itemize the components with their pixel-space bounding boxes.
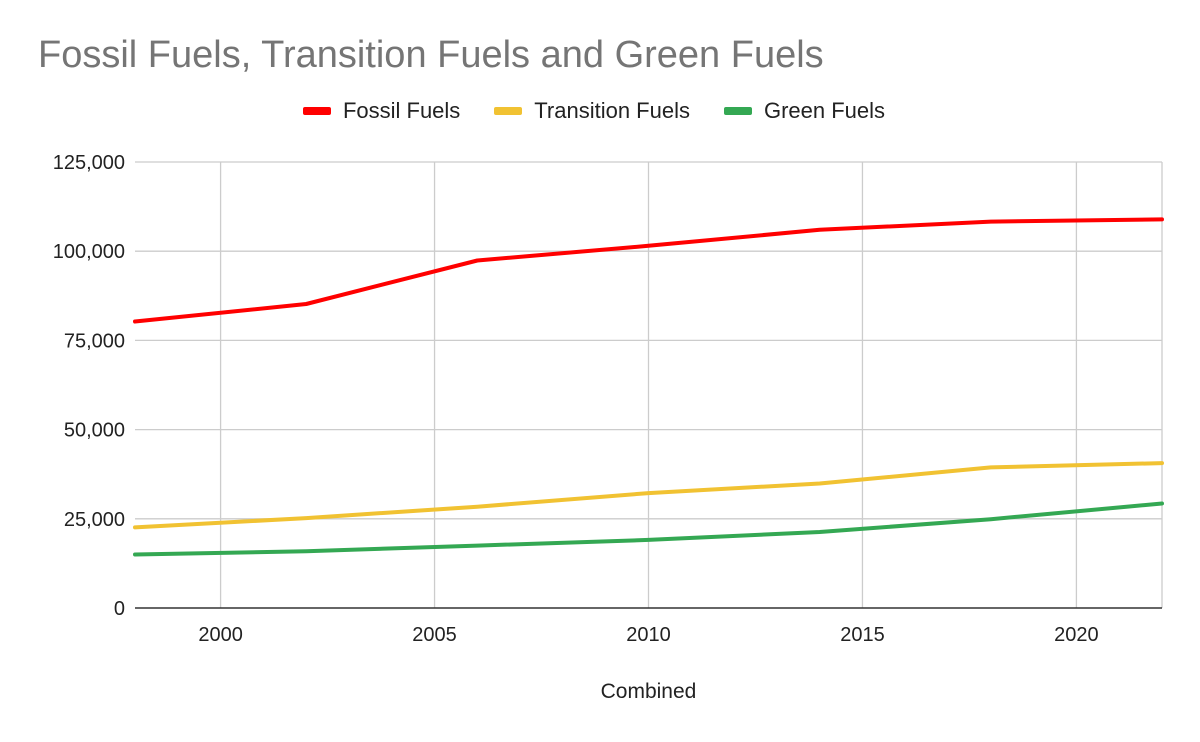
- legend-label-transition-fuels: Transition Fuels: [534, 98, 690, 123]
- x-tick-label-2015: 2015: [840, 624, 885, 646]
- x-axis-title: Combined: [601, 680, 697, 703]
- legend-item-fossil-fuels[interactable]: Fossil Fuels: [302, 98, 461, 124]
- x-tick-label-2005: 2005: [412, 624, 457, 646]
- legend-swatch-green-fuels: [723, 107, 752, 115]
- x-tick-label-2010: 2010: [626, 624, 671, 646]
- y-tick-label-0: 0: [114, 598, 125, 620]
- chart-title: Fossil Fuels, Transition Fuels and Green…: [38, 34, 824, 76]
- legend-item-green-fuels[interactable]: Green Fuels: [723, 98, 886, 124]
- legend-label-fossil-fuels: Fossil Fuels: [342, 98, 461, 123]
- y-tick-label-25000: 25,000: [64, 509, 125, 531]
- series-line-fossil-fuels[interactable]: [133, 217, 1164, 324]
- x-tick-label-2000: 2000: [198, 624, 243, 646]
- series-lines: [133, 217, 1164, 557]
- legend: Fossil Fuels Transition Fuels Green Fuel…: [0, 98, 1200, 124]
- y-tick-label-125000: 125,000: [53, 152, 125, 174]
- y-tick-label-75000: 75,000: [64, 330, 125, 352]
- legend-swatch-transition-fuels: [494, 107, 523, 115]
- y-tick-label-50000: 50,000: [64, 420, 125, 442]
- tick-labels: 0 25,000 50,000 75,000 100,000 125,000 2000 200…: [53, 152, 1099, 646]
- y-tick-label-100000: 100,000: [53, 241, 125, 263]
- legend-item-transition-fuels[interactable]: Transition Fuels: [494, 98, 690, 124]
- legend-swatch-fossil-fuels: [302, 107, 331, 115]
- legend-label-green-fuels: Green Fuels: [763, 98, 886, 123]
- series-line-transition-fuels[interactable]: [133, 461, 1164, 530]
- series-line-green-fuels[interactable]: [133, 501, 1164, 557]
- x-tick-label-2020: 2020: [1054, 624, 1099, 646]
